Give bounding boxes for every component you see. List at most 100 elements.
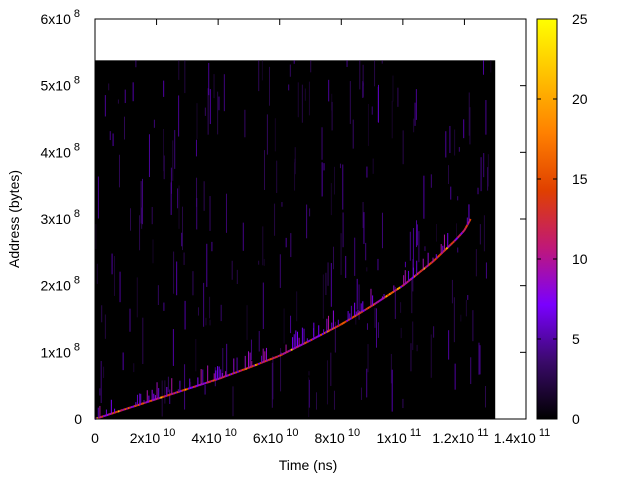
heatmap-trend-segment	[275, 355, 279, 358]
heatmap-trend-segment	[173, 392, 176, 395]
heatmap-trend-segment	[230, 372, 233, 376]
heatmap-trend-segment	[168, 393, 171, 397]
heatmap-trend-segment	[186, 387, 189, 391]
y-tick-label: 0	[74, 411, 82, 427]
heatmap-trend-segment	[341, 322, 344, 326]
heatmap-trend-segment	[283, 351, 287, 355]
heatmap-trend-segment	[451, 240, 455, 244]
heatmap-trend-segment	[253, 364, 256, 367]
y-tick-label: 1x10 8	[41, 341, 80, 360]
heatmap-trend-segment	[187, 387, 191, 390]
heatmap-trend-segment	[450, 242, 454, 246]
heatmap-trend-segment	[329, 328, 333, 332]
heatmap-trend-segment	[420, 268, 424, 272]
heatmap-trend-segment	[107, 413, 111, 416]
x-tick-label: 8x10 10	[314, 427, 360, 446]
heatmap-trend-segment	[458, 233, 462, 237]
heatmap-trend-segment	[132, 405, 135, 408]
plot-border	[94, 18, 527, 420]
heatmap-trend-segment	[246, 366, 249, 370]
heatmap-trend-segment	[130, 405, 133, 409]
heatmap-trend-segment	[191, 386, 194, 389]
heatmap-trend-segment	[445, 246, 449, 250]
heatmap-trend-segment	[437, 254, 441, 258]
y-axis-title: Address (bytes)	[6, 170, 22, 268]
heatmap-trend-segment	[128, 406, 132, 409]
heatmap-trend-segment	[176, 390, 179, 394]
heatmap-trend-segment	[150, 399, 153, 402]
heatmap-trend-segment	[314, 336, 318, 339]
heatmap-trend-segment	[430, 260, 434, 264]
heatmap-trend-segment	[174, 391, 177, 394]
heatmap-trend-segment	[396, 287, 400, 291]
heatmap-trend-segment	[336, 324, 339, 328]
heatmap-trend-segment	[145, 401, 148, 404]
heatmap-trend-segment	[279, 354, 282, 357]
heatmap-trend-segment	[138, 403, 142, 406]
y-tick-label: 4x10 8	[41, 141, 80, 160]
heatmap-trend-segment	[433, 257, 437, 261]
heatmap-trend-segment	[194, 385, 197, 388]
heatmap-trend-segment	[419, 269, 423, 273]
heatmap-trend-segment	[272, 356, 275, 360]
colorbar-tick-label: 15	[572, 171, 588, 187]
heatmap-trend-segment	[399, 285, 403, 289]
colorbar-ticks: 0 5 10 15 20 25	[537, 11, 588, 427]
heatmap-trend-segment	[345, 319, 349, 323]
heatmap-trend-segment	[184, 388, 187, 391]
heatmap-trend-segment	[169, 393, 173, 396]
x-tick-labels: 0 2x10 10 4x10 10 6x10 10 8x10 10 1x10 11 1.2x10 11 1…	[91, 427, 550, 446]
y-tick-label: 5x10 8	[41, 75, 80, 94]
heatmap-trend-segment	[463, 227, 467, 232]
heatmap-trend-segment	[411, 276, 415, 280]
x-tick-label: 0	[91, 430, 99, 446]
heatmap-background	[95, 60, 496, 419]
heatmap-trend-segment	[376, 300, 380, 303]
heatmap-trend-segment	[120, 409, 124, 412]
heatmap-trend-segment	[231, 372, 235, 375]
heatmap-trend-segment	[241, 368, 244, 372]
heatmap-trend-segment	[464, 224, 469, 229]
heatmap-trend-segment	[378, 299, 382, 302]
heatmap-trend-segment	[257, 362, 261, 365]
colorbar-tick-label: 0	[572, 411, 580, 427]
heatmap-trend-segment	[321, 332, 325, 336]
heatmap-trend-segment	[270, 357, 274, 360]
heatmap-trend-segment	[453, 238, 457, 242]
heatmap-trend-segment	[238, 369, 241, 373]
heatmap-trend-segment	[228, 373, 231, 376]
y-tick-label: 3x10 8	[41, 208, 80, 227]
heatmap-trend-segment	[394, 288, 398, 292]
heatmap-trend-segment	[417, 271, 421, 275]
heatmap-trend-segment	[195, 384, 199, 388]
heatmap-trend-segment	[142, 402, 145, 405]
heatmap-trend-segment	[425, 264, 429, 268]
heatmap-trend-segment	[460, 231, 464, 235]
heatmap-trend-segment	[438, 253, 442, 257]
heatmap-trend-segment	[339, 323, 343, 326]
heatmap-trend-segment	[456, 235, 460, 239]
heatmap-trend-segment	[101, 415, 104, 418]
heatmap-trend-segment	[208, 380, 212, 383]
heatmap-trend-segment	[319, 333, 323, 337]
heatmap-trend-segment	[367, 306, 370, 310]
heatmap-trend-segment	[409, 277, 413, 281]
heatmap-trend-segment	[310, 338, 313, 342]
heatmap-trend-segment	[259, 361, 262, 365]
heatmap-trend-segment	[125, 407, 128, 410]
heatmap-trend-segment	[311, 337, 315, 341]
heatmap-trend-segment	[391, 290, 395, 294]
heatmap-trend-segment	[388, 292, 392, 296]
heatmap-trend-segment	[163, 395, 166, 398]
heatmap-trend-segment	[223, 375, 226, 378]
x-tick-label: 1x10 11	[376, 427, 421, 446]
heatmap-trend-segment	[199, 383, 202, 387]
heatmap-trend-segment	[390, 291, 393, 295]
heatmap-trend-segment	[429, 262, 433, 265]
heatmap-trend-segment	[267, 358, 271, 362]
heatmap-trend-segment	[406, 280, 410, 284]
heatmap-trend-segment	[102, 414, 106, 418]
heatmap-trend-segment	[119, 409, 122, 412]
heatmap-trend-segment	[305, 341, 308, 344]
heatmap-trend-segment	[112, 411, 115, 415]
